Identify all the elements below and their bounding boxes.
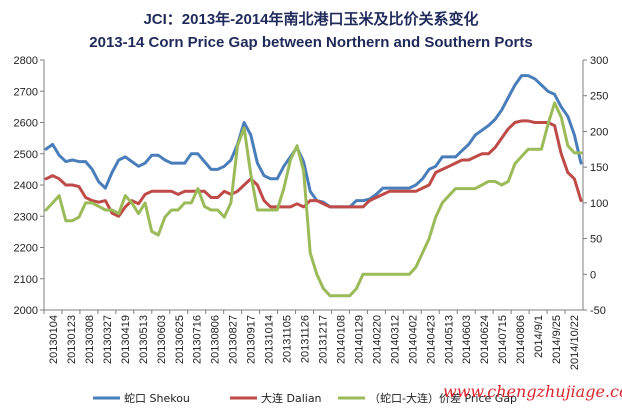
- x-axis-tick-label: 20130827: [228, 315, 240, 364]
- left-axis-tick-label: 2100: [14, 274, 38, 286]
- x-axis-tick-label: 20140624: [479, 315, 491, 364]
- series-line-dalian: [44, 119, 583, 218]
- left-axis-tick-label: 2700: [14, 86, 38, 98]
- x-axis-tick-label: 20140402: [407, 315, 419, 364]
- right-axis-tick-label: 300: [590, 55, 608, 67]
- x-axis-tick-label: 20131126: [300, 315, 312, 363]
- x-axis-tick-label: 20140806: [515, 315, 527, 364]
- left-axis-tick-label: 2000: [14, 305, 38, 317]
- x-axis-tick-label: 2014/9/1: [533, 315, 545, 358]
- axes: [40, 59, 587, 314]
- legend-label-shekou: 蛇口 Shekou: [124, 391, 190, 405]
- x-axis-tick-label: 20131217: [317, 315, 329, 364]
- x-axis-tick-label: 20140108: [335, 315, 347, 364]
- x-axis-tick-label: 20130327: [102, 315, 114, 364]
- x-axis-tick-label: 20140513: [443, 315, 455, 364]
- x-axis-tick-label: 20131014: [264, 315, 276, 364]
- x-axis-tick-label: 20130806: [210, 315, 222, 364]
- right-axis-tick-label: 0: [590, 269, 596, 281]
- right-axis-tick-label: -50: [590, 305, 606, 317]
- left-axis-tick-label: 2800: [14, 55, 38, 67]
- left-axis-tick-label: 2400: [14, 180, 38, 192]
- x-axis-tick-label: 20140129: [353, 315, 365, 364]
- x-axis-tick-label: 20140715: [497, 315, 509, 364]
- right-axis-tick-label: 50: [590, 234, 602, 246]
- left-axis-tick-label: 2200: [14, 243, 38, 255]
- x-axis-tick-label: 20130917: [246, 315, 258, 364]
- x-axis-tick-label: 20140423: [425, 315, 437, 364]
- left-axis-tick-label: 2600: [14, 118, 38, 130]
- legend-label-price-gap: （蛇口-大连）价差 Price Gap: [369, 391, 517, 405]
- tick-labels: 2000 2100 2200 2300 2400 2500 2600 2700 2800 -50 0…: [14, 55, 609, 370]
- left-axis-tick-label: 2300: [14, 211, 38, 223]
- legend-label-dalian: 大连 Dalian: [261, 391, 322, 405]
- x-axis-tick-label: 20131105: [282, 315, 294, 363]
- x-axis-tick-label: 20130716: [192, 315, 204, 364]
- right-axis-tick-label: 150: [590, 162, 608, 174]
- x-axis-tick-label: 20130625: [174, 315, 186, 364]
- x-axis-tick-label: 20130104: [48, 315, 60, 364]
- chart-subtitle: 2013-14 Corn Price Gap between Northern …: [89, 34, 532, 51]
- legend: 蛇口 Shekou 大连 Dalian （蛇口-大连）价差 Price Gap: [93, 391, 517, 405]
- series-lines: [44, 74, 583, 298]
- right-axis-tick-label: 200: [590, 126, 608, 138]
- x-axis-tick-label: 20140603: [461, 315, 473, 364]
- series-line-price-gap: [44, 101, 583, 298]
- x-axis-tick-label: 2014/10/22: [569, 315, 581, 370]
- watermark: www.chengzhujiage.com: [443, 382, 622, 401]
- x-axis-tick-label: 20130123: [66, 315, 78, 364]
- left-axis-tick-label: 2500: [14, 149, 38, 161]
- right-axis-tick-label: 100: [590, 198, 608, 210]
- series-line-shekou: [44, 74, 583, 209]
- x-axis-tick-label: 20130513: [138, 315, 150, 364]
- x-axis-tick-label: 20140220: [371, 315, 383, 364]
- chart-title: JCI：2013年-2014年南北港口玉米及比价关系变化: [143, 10, 478, 28]
- x-axis-tick-label: 20130419: [120, 315, 132, 364]
- right-axis-tick-label: 250: [590, 91, 608, 103]
- x-axis-tick-label: 20130603: [156, 315, 168, 364]
- x-axis-tick-label: 2014/9/25: [551, 315, 563, 364]
- x-axis-tick-label: 20140312: [389, 315, 401, 364]
- x-axis-tick-label: 20130308: [84, 315, 96, 364]
